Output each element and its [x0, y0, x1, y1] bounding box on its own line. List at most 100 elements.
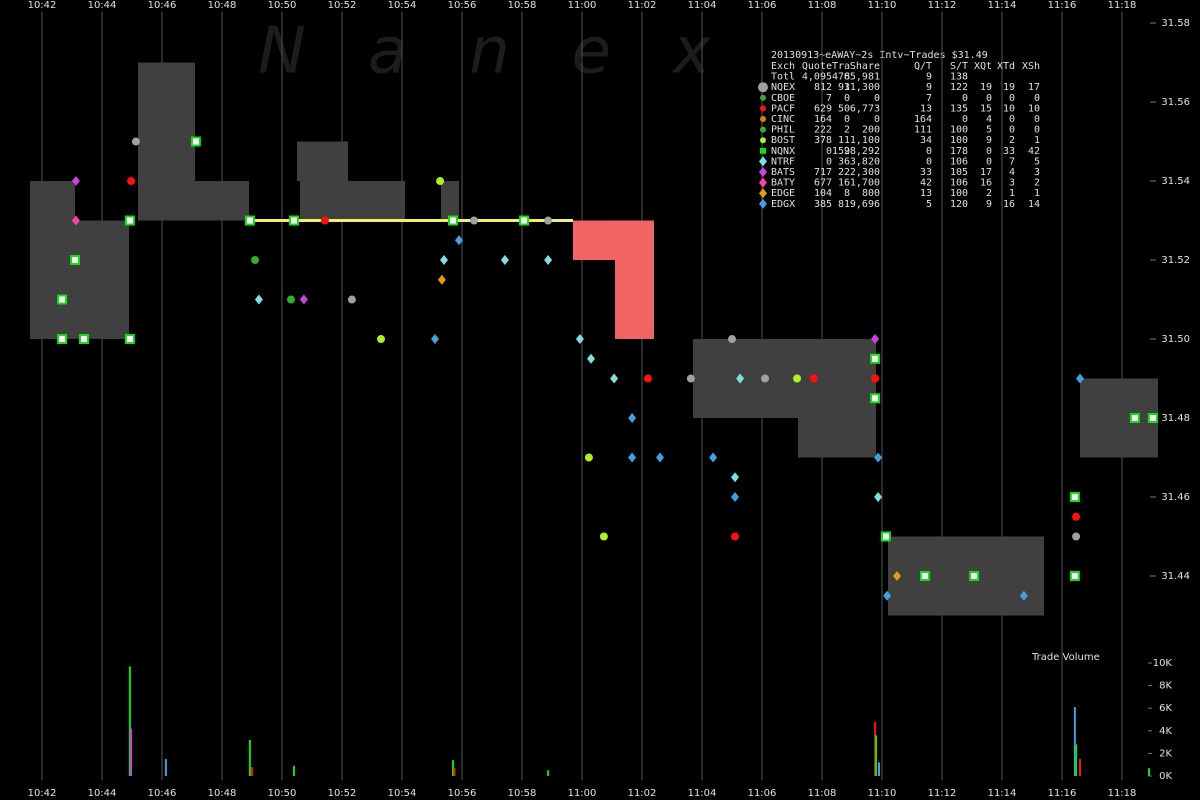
volume-bar — [453, 768, 456, 776]
trade-point — [1147, 413, 1158, 424]
legend-swatch — [758, 82, 768, 93]
x-tick-label: 10:44 — [88, 0, 117, 11]
trade-point — [544, 216, 553, 225]
legend-stat: 106 — [950, 156, 968, 167]
trade-point — [289, 215, 299, 226]
legend-stat: 15 — [980, 103, 992, 114]
x-tick-label: 10:52 — [328, 788, 357, 799]
legend-stat: 104 — [814, 188, 832, 199]
x-tick-label: 11:10 — [868, 788, 897, 799]
legend-stat: 2 — [1034, 178, 1040, 189]
x-tick-label: 10:48 — [208, 788, 237, 799]
legend-stat: 0 — [826, 156, 832, 167]
volume-bar — [293, 765, 295, 776]
x-tick-label: 11:02 — [628, 0, 657, 11]
legend-stat: 0 — [874, 93, 880, 104]
trade-point — [519, 215, 530, 226]
quote-block — [888, 536, 1044, 616]
legend-stat: 11,300 — [844, 82, 880, 93]
legend-stat: 42 — [920, 178, 932, 189]
legend-stat: 378 — [814, 135, 832, 146]
x-tick-label: 10:54 — [388, 788, 417, 799]
legend-swatch — [760, 116, 766, 122]
legend-stat: 164 — [914, 114, 932, 125]
x-tick-label: 10:54 — [388, 0, 417, 11]
legend-stat: 1 — [1009, 188, 1015, 199]
legend-stat: 8 — [844, 188, 850, 199]
legend-stat: 0 — [962, 114, 968, 125]
legend-stat: 13 — [920, 103, 932, 114]
y2-tick-label: 0K — [1159, 771, 1172, 782]
legend-stat: 1,700 — [850, 178, 880, 189]
legend-total: Totl — [771, 72, 795, 83]
legend-stat: 34 — [920, 135, 932, 146]
trade-point — [731, 492, 739, 503]
trade-point — [628, 413, 637, 424]
trade-point — [436, 177, 445, 186]
legend-stat: 0 — [962, 93, 968, 104]
legend-stat: 5 — [926, 199, 932, 210]
legend-stat: 105 — [950, 167, 968, 178]
legend-stat: 22 — [838, 167, 850, 178]
x-tick-label: 10:58 — [508, 0, 537, 11]
legend-stat: 1,100 — [850, 135, 880, 146]
x-tick-label: 11:12 — [928, 0, 957, 11]
quote-block — [30, 181, 75, 340]
legend-stat: 0 — [1034, 93, 1040, 104]
x-tick-label: 11:10 — [868, 0, 897, 11]
legend-stat: 2 — [844, 125, 850, 136]
legend-stat: 17 — [980, 167, 992, 178]
legend-swatch — [759, 167, 767, 177]
trade-point — [728, 335, 736, 344]
x-tick-label: 11:00 — [568, 788, 597, 799]
legend-name: CINC — [771, 114, 795, 125]
legend-stat: 0 — [1034, 125, 1040, 136]
x-tick-label: 11:08 — [808, 0, 837, 11]
watermark: Nanex — [258, 15, 773, 89]
volume-bar — [248, 739, 251, 776]
volume-bar — [875, 735, 877, 776]
legend-stat: 7 — [926, 93, 932, 104]
legend-stat: 1 — [1034, 135, 1040, 146]
trade-point — [628, 452, 637, 463]
quote-block — [441, 181, 459, 221]
legend-stat: 222 — [814, 125, 832, 136]
legend-stat: 16 — [838, 178, 850, 189]
trade-point — [190, 136, 201, 147]
legend-stat: 3 — [1034, 167, 1040, 178]
quote-block — [75, 220, 129, 340]
legend-header: XTd — [997, 61, 1015, 72]
legend-stat: 33 — [1003, 146, 1015, 157]
x-tick-label: 11:04 — [688, 0, 717, 11]
legend-name: CBOE — [771, 93, 795, 104]
legend-name: NQEX — [771, 82, 795, 93]
trade-point — [874, 492, 883, 503]
x-tick-label: 10:42 — [28, 788, 57, 799]
legend-stat: 13 — [920, 188, 932, 199]
trade-point — [244, 215, 255, 226]
legend-swatch — [760, 94, 766, 101]
x-tick-label: 11:06 — [748, 0, 777, 11]
legend-header: XSh — [1022, 61, 1040, 72]
trade-point — [251, 256, 259, 265]
legend-stat: 0 — [986, 146, 992, 157]
trade-point — [731, 532, 739, 541]
y2-tick-label: 4K — [1159, 726, 1172, 737]
trade-point — [127, 177, 136, 186]
legend-name: EDGE — [771, 188, 795, 199]
x-tick-label: 11:14 — [988, 0, 1017, 11]
legend-name: BATY — [771, 178, 795, 189]
trade-point — [254, 294, 263, 305]
x-tick-label: 11:06 — [748, 788, 777, 799]
trade-point — [320, 216, 329, 225]
legend-header: Share — [850, 61, 880, 72]
trade-point — [575, 334, 584, 345]
legend-stat: 81 — [838, 199, 850, 210]
legend-stat: 106 — [950, 178, 968, 189]
x-tick-label: 10:46 — [148, 0, 177, 11]
y-tick-label: 31.44 — [1161, 571, 1190, 582]
legend-stat: 3,820 — [850, 156, 880, 167]
legend-stat: 28,292 — [844, 146, 880, 157]
volume-bar — [878, 762, 880, 776]
legend-stat: 159 — [832, 146, 850, 157]
